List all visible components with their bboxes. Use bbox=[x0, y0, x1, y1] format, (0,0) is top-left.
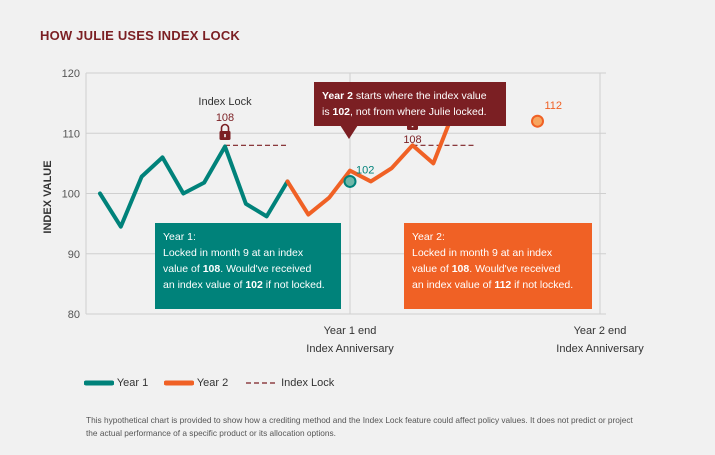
legend-year1-label: Year 1 bbox=[116, 377, 149, 389]
y-tick-80: 80 bbox=[68, 309, 80, 321]
x-marker-label-1-line1: Year 2 end bbox=[574, 325, 627, 337]
callout-year2: Year 2: Locked in month 9 at an index va… bbox=[404, 223, 592, 309]
chart-title: HOW JULIE USES INDEX LOCK bbox=[40, 28, 241, 43]
legend-year2: Year 2 bbox=[163, 377, 229, 389]
y-tick-110: 110 bbox=[62, 128, 80, 140]
padlock-icon-1-shackle bbox=[220, 123, 230, 131]
callout-year1: Year 1: Locked in month 9 at an index va… bbox=[155, 223, 341, 309]
x-markers: Year 1 end Index Anniversary Year 2 end Ind… bbox=[306, 73, 644, 355]
series-line-year2 bbox=[285, 108, 477, 217]
x-marker-label-0-line2: Index Anniversary bbox=[306, 343, 394, 355]
series-lines bbox=[98, 108, 477, 229]
disclaimer: This hypothetical chart is provided to s… bbox=[86, 415, 633, 438]
x-marker-label-0-line1: Year 1 end bbox=[324, 325, 377, 337]
y-tick-labels: 80 90 100 110 120 bbox=[62, 68, 80, 321]
y-axis-label: INDEX VALUE bbox=[42, 160, 54, 233]
legend-index-lock-label: Index Lock bbox=[281, 377, 335, 389]
y-tick-100: 100 bbox=[62, 189, 80, 201]
legend-year2-label: Year 2 bbox=[196, 377, 229, 389]
padlock-icon-1-keyhole bbox=[224, 134, 226, 138]
lock1-value-label: 108 bbox=[216, 112, 234, 124]
point-102-marker bbox=[343, 174, 357, 188]
point-112-marker bbox=[531, 114, 544, 128]
point-112-label: 112 bbox=[545, 100, 563, 112]
series-line-year1 bbox=[98, 144, 290, 229]
y-tick-120: 120 bbox=[62, 68, 80, 80]
x-marker-label-1-line2: Index Anniversary bbox=[556, 343, 644, 355]
lock2-value-label: 108 bbox=[403, 134, 421, 146]
legend-year1: Year 1 bbox=[83, 377, 149, 389]
legend-index-lock: Index Lock bbox=[244, 377, 334, 389]
padlock-icon-1 bbox=[219, 123, 231, 140]
callout-pointer bbox=[340, 125, 358, 139]
annotations: 102 112 Index Lock 108 108 bbox=[198, 96, 563, 188]
callout-year2-start: Year 2 starts where the index value is 1… bbox=[314, 82, 506, 126]
y-tick-90: 90 bbox=[68, 249, 80, 261]
point-102-label: 102 bbox=[356, 164, 374, 176]
index-lock-label: Index Lock bbox=[198, 96, 252, 108]
